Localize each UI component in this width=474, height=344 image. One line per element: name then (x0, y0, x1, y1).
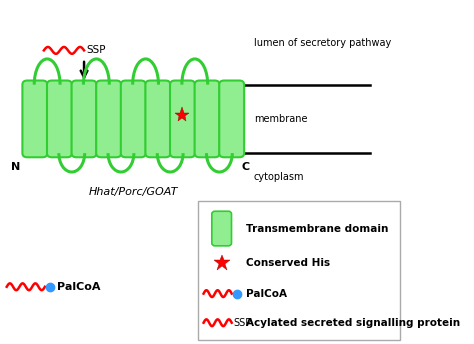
FancyBboxPatch shape (219, 80, 244, 157)
Text: Conserved His: Conserved His (246, 258, 330, 268)
Text: N: N (11, 162, 20, 172)
Text: PalCoA: PalCoA (57, 282, 100, 292)
FancyBboxPatch shape (121, 80, 146, 157)
Text: membrane: membrane (254, 114, 307, 124)
Text: Transmembrane domain: Transmembrane domain (246, 224, 388, 234)
FancyBboxPatch shape (146, 80, 170, 157)
FancyBboxPatch shape (96, 80, 121, 157)
Text: lumen of secretory pathway: lumen of secretory pathway (254, 37, 391, 48)
FancyBboxPatch shape (170, 80, 195, 157)
Text: cytoplasm: cytoplasm (254, 172, 304, 182)
FancyBboxPatch shape (22, 80, 47, 157)
FancyBboxPatch shape (198, 201, 401, 340)
Text: PalCoA: PalCoA (246, 289, 287, 299)
FancyBboxPatch shape (212, 211, 231, 246)
Text: Hhat/Porc/GOAT: Hhat/Porc/GOAT (89, 187, 178, 197)
Text: SSP: SSP (234, 318, 252, 328)
FancyBboxPatch shape (195, 80, 219, 157)
FancyBboxPatch shape (72, 80, 97, 157)
Text: SSP: SSP (86, 45, 106, 55)
Text: Acylated secreted signalling protein: Acylated secreted signalling protein (246, 318, 460, 328)
Text: C: C (241, 162, 249, 172)
FancyBboxPatch shape (47, 80, 72, 157)
